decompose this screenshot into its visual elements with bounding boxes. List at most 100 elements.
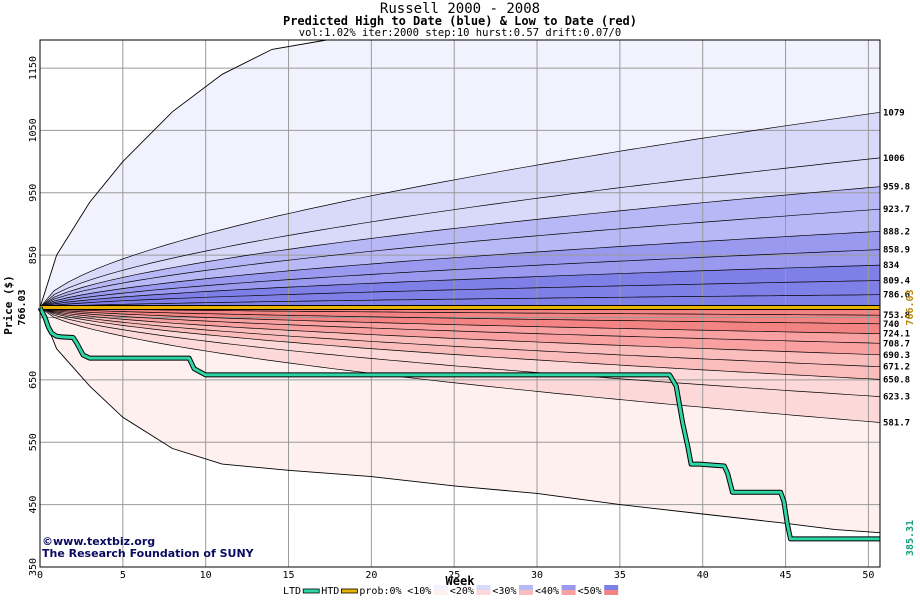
envelope-lines <box>39 39 881 534</box>
quantile-end-label: 809.4 <box>883 276 911 286</box>
quantile-end-label: 671.2 <box>883 363 910 373</box>
x-tick-label: 15 <box>282 570 294 581</box>
legend-swatch-red <box>604 590 619 595</box>
x-tick-label: 0 <box>37 570 43 581</box>
quantile-line <box>39 249 881 308</box>
quantile-end-label: 959.8 <box>883 183 910 193</box>
quantile-line <box>39 294 881 308</box>
quantile-end-label: 623.3 <box>883 393 910 403</box>
red-probability-band <box>40 307 880 423</box>
blue-probability-band <box>40 112 880 308</box>
quantile-line <box>39 186 881 308</box>
red-probability-band <box>40 307 880 367</box>
legend-swatch-htd <box>340 588 358 594</box>
x-tick-label: 30 <box>531 570 543 581</box>
blue-probability-band <box>40 249 880 308</box>
legend-swatch-red <box>433 590 448 595</box>
quantile-end-label: 581.7 <box>883 418 910 428</box>
blue-probability-band <box>40 294 880 308</box>
probability-bands <box>40 40 880 533</box>
blue-probability-band <box>40 209 880 308</box>
quantile-line <box>39 307 881 397</box>
blue-probability-band <box>40 157 880 308</box>
quantile-end-label: 786.6 <box>883 291 910 301</box>
quantile-line <box>39 307 881 344</box>
x-tick-label: 40 <box>697 570 709 581</box>
quantile-line <box>39 307 881 356</box>
chart-subtitle: Predicted High to Date (blue) & Low to D… <box>282 14 637 28</box>
quantile-lines: 1079 1006 959.8 923.7 888.2 858.9 834 809.4 786.… <box>39 108 911 428</box>
credit-organization: The Research Foundation of SUNY <box>42 547 254 560</box>
chart-title: Russell 2000 - 2008 <box>379 1 541 17</box>
upper-envelope-line <box>39 39 880 308</box>
red-probability-band <box>40 307 880 324</box>
quantile-line <box>39 307 881 335</box>
red-probability-band <box>40 307 880 344</box>
simulation-parameters: vol:1.02% iter:2000 step:10 hurst:0.57 d… <box>298 27 622 39</box>
y-tick-label: 1050 <box>28 118 39 142</box>
legend: LTD HTD prob:0% <10% <20% <30% <40% <50% <box>283 585 619 597</box>
legend-swatch-blue <box>561 585 576 590</box>
plot-frame <box>39 39 881 568</box>
quantile-end-label: 740 <box>883 320 899 330</box>
legend-label: LTD <box>283 586 301 597</box>
y-tick-label: 1150 <box>28 56 39 80</box>
legend-swatch-blue <box>519 585 533 590</box>
quantile-end-label: 708.7 <box>883 339 910 349</box>
quantile-line <box>39 307 881 380</box>
quantile-end-label: 650.8 <box>883 375 910 385</box>
quantile-end-label: 834 <box>883 261 900 271</box>
quantile-line <box>39 208 881 308</box>
quantile-line <box>39 157 881 308</box>
quantile-line <box>39 280 881 308</box>
x-tick-label: 25 <box>448 570 460 581</box>
x-axis-title: Week <box>446 574 476 588</box>
legend-swatch-blue <box>476 585 491 590</box>
quantile-end-label: 1079 <box>883 108 905 118</box>
axes: 0 5 10 15 20 25 30 35 40 45 5035045055065085095010… <box>2 39 916 588</box>
htd-end-value-label: 766.03 <box>905 289 916 325</box>
blue-probability-band <box>40 186 880 308</box>
red-probability-band <box>40 307 880 380</box>
start-price-label: 766.03 <box>17 289 28 325</box>
legend-swatch-blue <box>433 585 448 590</box>
credit-website: ©www.textbiz.org <box>42 535 155 548</box>
y-axis-title: Price ($) <box>2 275 15 335</box>
lower-envelope-line <box>39 307 881 534</box>
blue-probability-band <box>40 231 880 308</box>
legend-label: HTD <box>321 586 339 597</box>
quantile-line <box>39 307 881 316</box>
ltd-end-value-label: 385.31 <box>905 520 916 556</box>
quantile-line <box>39 307 881 423</box>
x-tick-label: 20 <box>365 570 377 581</box>
x-tick-label: 45 <box>780 570 792 581</box>
y-tick-label: 950 <box>28 184 39 202</box>
red-probability-band <box>40 307 880 334</box>
red-probability-band <box>40 307 880 533</box>
quantile-end-label: 690.3 <box>883 351 910 361</box>
y-tick-label: 650 <box>28 371 39 389</box>
quantile-end-label: 888.2 <box>883 227 910 237</box>
copyright-icon: © <box>42 535 53 548</box>
legend-label: prob:0% <box>359 586 401 597</box>
quantile-end-label: 923.7 <box>883 205 910 215</box>
quantile-line <box>39 307 881 325</box>
legend-swatch-ltd <box>302 588 320 594</box>
legend-swatch-blue <box>604 585 619 590</box>
y-tick-label: 350 <box>28 558 39 576</box>
y-tick-label: 450 <box>28 496 39 514</box>
y-tick-label: 550 <box>28 433 39 451</box>
data-series <box>37 305 880 542</box>
legend-swatch-red <box>519 590 533 595</box>
y-tick-label: 850 <box>28 246 39 264</box>
blue-probability-band <box>40 280 880 308</box>
legend-swatch-red <box>476 590 491 595</box>
quantile-line <box>39 230 881 308</box>
blue-probability-band <box>40 40 880 308</box>
blue-probability-band <box>40 265 880 308</box>
quantile-end-label: 724.1 <box>883 330 910 340</box>
x-tick-label: 5 <box>120 570 126 581</box>
quantile-line <box>39 264 881 308</box>
x-tick-label: 50 <box>862 570 874 581</box>
